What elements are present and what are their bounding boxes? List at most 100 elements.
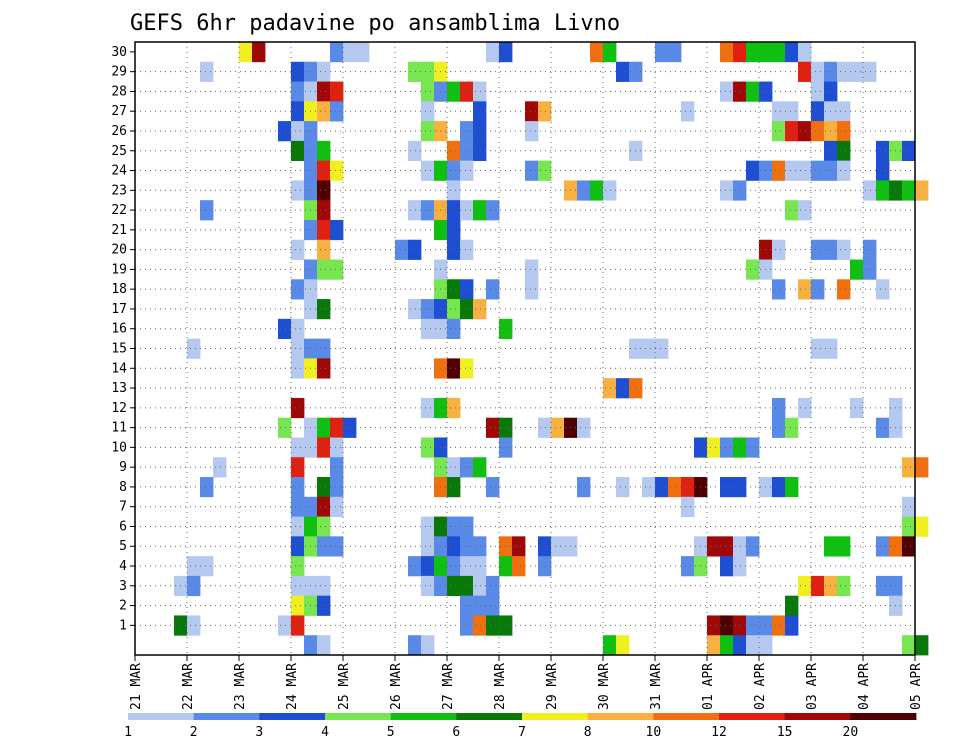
y-axis-ticks: 1234567891011121314151617181920212223242…	[111, 45, 135, 633]
heatmap-cell	[317, 61, 331, 82]
heatmap-cell	[291, 437, 305, 458]
y-tick-label: 11	[111, 421, 127, 436]
heatmap-cell	[798, 61, 812, 82]
heatmap-cell	[460, 239, 474, 260]
heatmap-cell	[603, 180, 617, 201]
heatmap-cell	[473, 556, 487, 577]
heatmap-cell	[473, 200, 487, 221]
heatmap-cell	[772, 121, 786, 142]
heatmap-cell	[811, 575, 825, 597]
heatmap-cell	[720, 42, 734, 63]
heatmap-cell	[317, 496, 331, 517]
heatmap-cell	[915, 457, 929, 478]
heatmap-cell	[798, 575, 812, 597]
heatmap-cell	[876, 536, 890, 557]
heatmap-cell	[785, 615, 799, 636]
heatmap-cell	[460, 140, 474, 162]
heatmap-cell	[421, 516, 435, 537]
heatmap-cell	[330, 496, 344, 517]
heatmap-cell	[408, 140, 422, 162]
heatmap-cell	[447, 318, 461, 340]
heatmap-cell	[473, 595, 487, 616]
heatmap-cell	[902, 140, 916, 162]
heatmap-cell	[720, 556, 734, 577]
heatmap-cell	[447, 299, 461, 320]
heatmap-cell	[733, 42, 747, 63]
heatmap-cell	[876, 575, 890, 597]
heatmap-cell	[460, 516, 474, 537]
heatmap-cell	[421, 536, 435, 557]
heatmap-cell	[837, 101, 851, 122]
heatmap-cell	[291, 121, 305, 142]
heatmap-cell	[720, 437, 734, 458]
y-tick-label: 20	[111, 243, 127, 258]
heatmap-cell	[317, 101, 331, 122]
heatmap-cell	[902, 635, 916, 656]
heatmap-cell	[902, 536, 916, 557]
heatmap-cell	[785, 477, 799, 498]
y-tick-label: 13	[111, 381, 127, 396]
heatmap-cell	[473, 81, 487, 102]
heatmap-cell	[200, 200, 214, 221]
x-tick-label: 28 MAR	[493, 663, 508, 710]
heatmap-cell	[343, 42, 357, 63]
heatmap-cell	[330, 42, 344, 63]
heatmap-cell	[330, 477, 344, 498]
heatmap-cell	[785, 101, 799, 122]
heatmap-cell	[642, 338, 656, 359]
heatmap-cell	[837, 575, 851, 597]
heatmap-cell	[460, 536, 474, 557]
x-tick-label: 01 APR	[701, 663, 716, 710]
heatmap-cell	[720, 635, 734, 656]
x-tick-label: 31 MAR	[649, 663, 664, 710]
heatmap-cell	[668, 477, 682, 498]
heatmap-cell	[473, 615, 487, 636]
heatmap-cell	[655, 338, 669, 359]
heatmap-cell	[811, 160, 825, 181]
heatmap-cell	[447, 457, 461, 478]
heatmap-cell	[460, 279, 474, 300]
heatmap-cell	[759, 635, 773, 656]
legend-label: 12	[711, 725, 727, 740]
heatmap-cell	[811, 121, 825, 142]
heatmap-cell	[317, 635, 331, 656]
heatmap-cell	[330, 457, 344, 478]
heatmap-cell	[486, 279, 500, 300]
heatmap-cell	[421, 397, 435, 419]
heatmap-cell	[447, 575, 461, 597]
legend-label: 5	[387, 725, 395, 740]
y-tick-label: 6	[119, 519, 127, 534]
heatmap-cell	[720, 180, 734, 201]
y-tick-label: 29	[111, 65, 127, 80]
heatmap-cell	[720, 615, 734, 636]
heatmap-cell	[460, 358, 474, 379]
y-tick-label: 17	[111, 302, 127, 317]
heatmap-cell	[811, 81, 825, 102]
heatmap-cell	[538, 101, 552, 122]
heatmap-cell	[291, 318, 305, 340]
heatmap-cell	[681, 477, 695, 498]
heatmap-cell	[473, 140, 487, 162]
x-tick-label: 29 MAR	[545, 663, 560, 710]
heatmap-cell	[512, 536, 526, 557]
heatmap-cell	[421, 200, 435, 221]
heatmap-cell	[590, 180, 604, 201]
heatmap-cell	[317, 81, 331, 102]
heatmap-cell	[915, 180, 929, 201]
heatmap-cell	[447, 81, 461, 102]
heatmap-cell	[200, 61, 214, 82]
legend-label: 6	[452, 725, 460, 740]
heatmap-cell	[837, 160, 851, 181]
heatmap-cell	[772, 279, 786, 300]
heatmap-cell	[447, 358, 461, 379]
heatmap-cell	[447, 556, 461, 577]
x-axis-ticks: 21 MAR 22 MAR 23 MAR 24 MAR 25 MAR 26 MAR 27 M…	[129, 655, 924, 710]
heatmap-cell	[902, 180, 916, 201]
heatmap-cell	[746, 81, 760, 102]
heatmap-cell	[746, 42, 760, 63]
heatmap-cell	[291, 180, 305, 201]
legend-swatch	[522, 713, 589, 720]
heatmap-cell	[421, 556, 435, 577]
heatmap-cell	[759, 42, 773, 63]
heatmap-cell	[707, 615, 721, 636]
